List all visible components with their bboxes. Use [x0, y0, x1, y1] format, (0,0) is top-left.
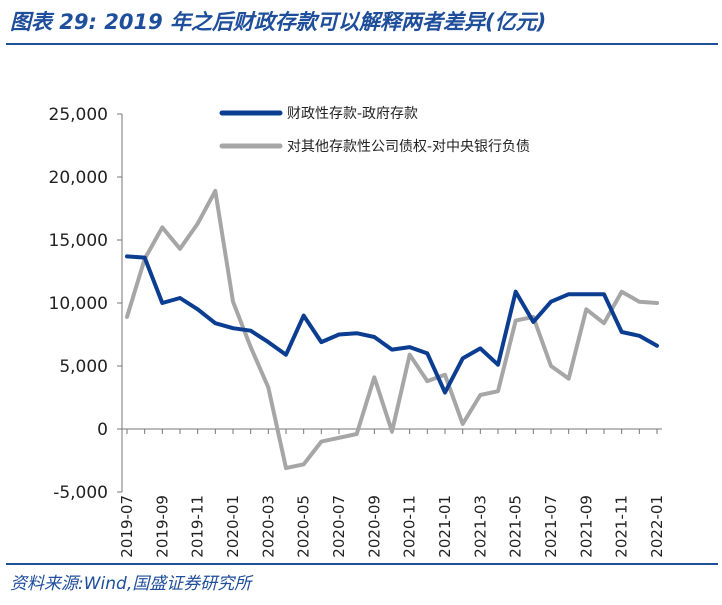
x-tick-label: 2019-11 — [189, 495, 207, 558]
x-tick-label: 2020-11 — [401, 495, 419, 558]
title-divider — [6, 43, 718, 45]
y-tick-label: 15,000 — [49, 231, 108, 251]
plot-area: -5,000 0 5,000 10,000 15,000 20,000 25,000 2019… — [49, 105, 666, 558]
series-line-1 — [125, 188, 659, 471]
y-tick-label: 20,000 — [49, 168, 108, 188]
line-chart: -5,000 0 5,000 10,000 15,000 20,000 25,000 2019… — [49, 105, 666, 558]
x-tick-label: 2021-05 — [507, 495, 525, 558]
legend-label-1: 对其他存款性公司债权-对中央银行负债 — [287, 139, 530, 155]
x-tick-label: 2022-01 — [648, 495, 666, 558]
legend-label-0: 财政性存款-政府存款 — [287, 106, 418, 122]
x-tick-label: 2020-03 — [259, 495, 277, 558]
x-tick-label: 2020-05 — [295, 495, 313, 558]
x-tick-label: 2021-03 — [471, 495, 489, 558]
source-divider — [6, 563, 718, 565]
y-tick-label: 10,000 — [49, 294, 108, 314]
y-tick-label: 25,000 — [49, 105, 108, 125]
x-tick-label: 2019-07 — [118, 495, 136, 558]
y-tick-label: -5,000 — [53, 483, 108, 503]
source-note: 资料来源:Wind,国盛证券研究所 — [10, 574, 252, 594]
series-line-0 — [125, 254, 659, 395]
x-tick-label: 2020-01 — [224, 495, 242, 558]
y-tick-label: 0 — [97, 420, 108, 440]
x-tick-label: 2021-07 — [542, 495, 560, 558]
x-tick-label: 2021-09 — [577, 495, 595, 558]
x-tick-label: 2021-11 — [613, 495, 631, 558]
x-tick-label: 2019-09 — [153, 495, 171, 558]
x-tick-label: 2020-09 — [365, 495, 383, 558]
chart-title: 图表 29: 2019 年之后财政存款可以解释两者差异(亿元) — [10, 10, 547, 34]
x-tick-label: 2021-01 — [436, 495, 454, 558]
y-tick-label: 5,000 — [59, 357, 108, 377]
x-tick-label: 2020-07 — [330, 495, 348, 558]
